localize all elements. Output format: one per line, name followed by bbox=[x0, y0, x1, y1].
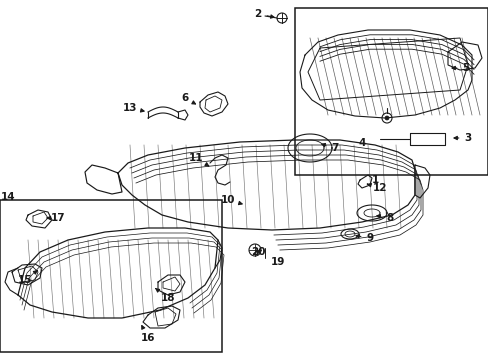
Text: 5: 5 bbox=[451, 63, 468, 73]
Text: 19: 19 bbox=[270, 257, 285, 267]
Text: 18: 18 bbox=[155, 288, 175, 303]
Text: 4: 4 bbox=[358, 138, 365, 148]
Text: 8: 8 bbox=[376, 213, 393, 223]
Text: 3: 3 bbox=[453, 133, 470, 143]
Text: 2: 2 bbox=[254, 9, 273, 19]
Text: 16: 16 bbox=[141, 325, 155, 343]
Text: 20: 20 bbox=[250, 247, 264, 257]
Text: 13: 13 bbox=[122, 103, 144, 113]
Bar bbox=[0, 200, 222, 352]
Text: 9: 9 bbox=[355, 233, 373, 243]
Text: 17: 17 bbox=[47, 213, 65, 223]
Text: 6: 6 bbox=[181, 93, 195, 104]
Text: 7: 7 bbox=[321, 143, 338, 153]
Text: 10: 10 bbox=[220, 195, 242, 205]
Text: 12: 12 bbox=[366, 183, 386, 193]
Text: 15: 15 bbox=[18, 270, 37, 285]
Circle shape bbox=[384, 116, 388, 120]
Bar bbox=[294, 8, 487, 175]
Text: 14: 14 bbox=[0, 192, 15, 202]
Text: 11: 11 bbox=[188, 153, 208, 166]
Text: 1: 1 bbox=[370, 175, 378, 185]
